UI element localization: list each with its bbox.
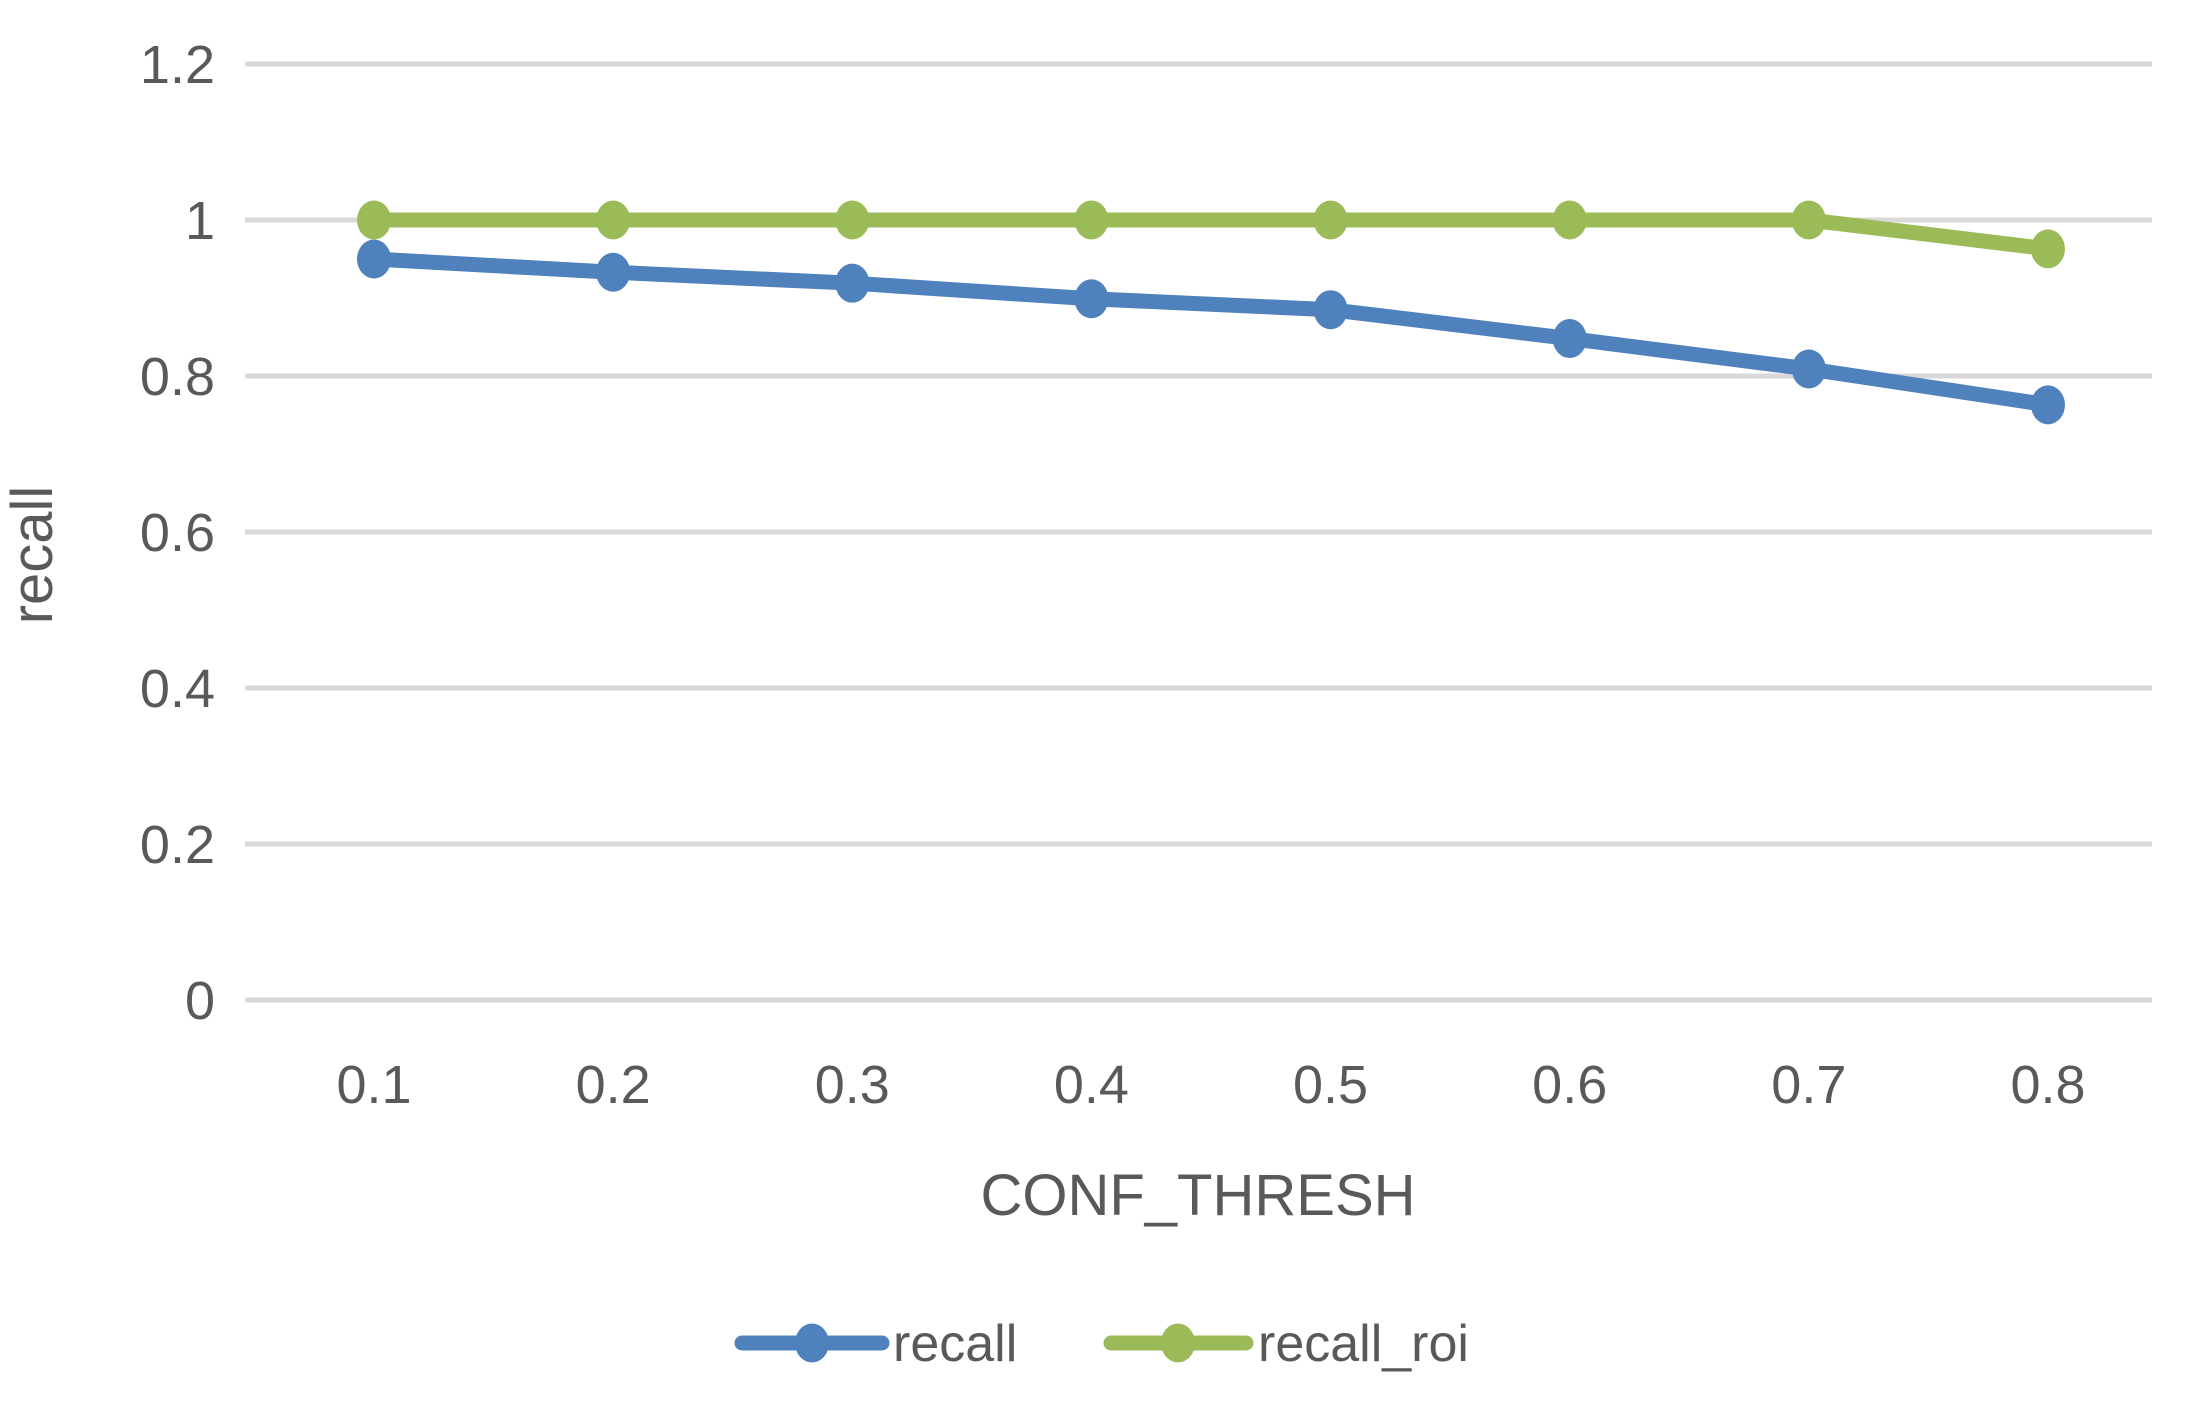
data-point-recall-0.5 bbox=[1313, 290, 1348, 330]
data-point-recall-0.6 bbox=[1552, 319, 1587, 359]
legend-label-recall: recall bbox=[893, 1315, 1017, 1373]
legend-marker-recall-roi bbox=[1161, 1323, 1195, 1363]
x-tick-label-0.5: 0.5 bbox=[1293, 1055, 1368, 1115]
data-point-recall_roi-0.5 bbox=[1313, 200, 1348, 240]
y-tick-label-0.8: 0.8 bbox=[140, 347, 215, 407]
y-tick-label-0.2: 0.2 bbox=[140, 815, 215, 875]
y-tick-label-0: 0 bbox=[185, 971, 215, 1031]
y-axis-title: recall bbox=[0, 486, 65, 625]
data-point-recall-0.1 bbox=[357, 239, 391, 279]
data-point-recall-0.8 bbox=[2030, 385, 2065, 425]
data-point-recall_roi-0.3 bbox=[835, 200, 870, 240]
data-point-recall_roi-0.6 bbox=[1552, 200, 1587, 240]
data-point-recall-0.2 bbox=[596, 252, 631, 292]
y-tick-label-0.6: 0.6 bbox=[140, 503, 215, 563]
y-tick-labels: 0 0.2 0.4 0.6 0.8 1 1.2 bbox=[140, 35, 215, 1031]
chart-legend: recall recall_roi bbox=[734, 1315, 1469, 1373]
data-point-recall_roi-0.2 bbox=[596, 200, 631, 240]
y-tick-label-1.2: 1.2 bbox=[140, 35, 215, 95]
data-point-recall-0.4 bbox=[1074, 279, 1109, 319]
data-series-layer bbox=[357, 200, 2065, 425]
x-tick-labels: 0.1 0.2 0.3 0.4 0.5 0.6 0.7 0.8 bbox=[336, 1055, 2085, 1115]
legend-item-recall-roi: recall_roi bbox=[1103, 1315, 1469, 1373]
x-tick-label-0.4: 0.4 bbox=[1054, 1055, 1129, 1115]
data-point-recall_roi-0.1 bbox=[357, 200, 391, 240]
data-point-recall-0.7 bbox=[1791, 349, 1826, 389]
x-tick-label-0.6: 0.6 bbox=[1532, 1055, 1607, 1115]
legend-label-recall-roi: recall_roi bbox=[1258, 1315, 1469, 1373]
legend-marker-recall bbox=[795, 1323, 829, 1363]
y-tick-label-0.4: 0.4 bbox=[140, 659, 215, 719]
gridlines-layer bbox=[245, 61, 2152, 1003]
x-tick-label-0.8: 0.8 bbox=[2010, 1055, 2085, 1115]
data-point-recall-0.3 bbox=[835, 263, 870, 303]
x-axis-title: CONF_THRESH bbox=[980, 1163, 1415, 1228]
series-line-recall bbox=[366, 251, 2056, 413]
x-tick-label-0.3: 0.3 bbox=[815, 1055, 890, 1115]
data-point-recall_roi-0.8 bbox=[2030, 229, 2065, 269]
data-point-recall_roi-0.4 bbox=[1074, 200, 1109, 240]
y-tick-label-1: 1 bbox=[185, 191, 215, 251]
data-point-recall_roi-0.7 bbox=[1791, 200, 1826, 240]
x-tick-label-0.2: 0.2 bbox=[576, 1055, 651, 1115]
series-line-recall_roi bbox=[366, 212, 2056, 257]
legend-item-recall: recall bbox=[734, 1315, 1017, 1373]
x-tick-label-0.7: 0.7 bbox=[1771, 1055, 1846, 1115]
x-tick-label-0.1: 0.1 bbox=[336, 1055, 411, 1115]
